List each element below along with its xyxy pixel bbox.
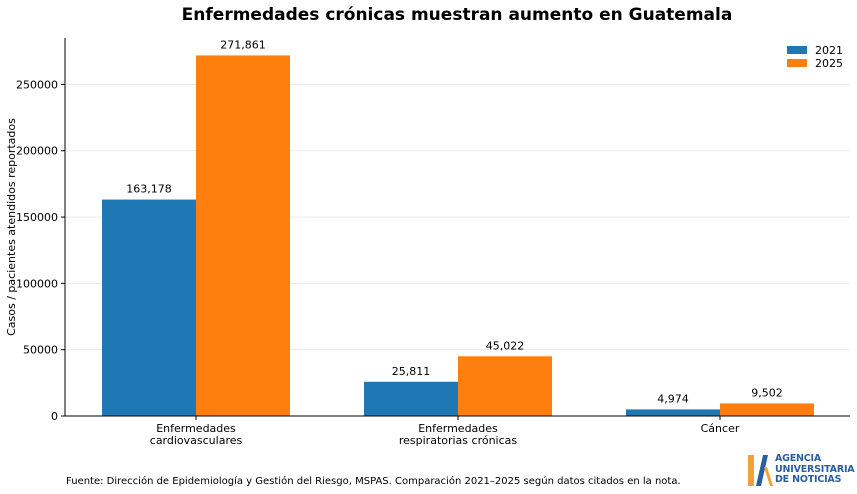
bars (102, 55, 814, 417)
y-tick-label: 200000 (16, 145, 58, 158)
data-label: 163,178 (126, 183, 172, 196)
bar-2025 (720, 403, 814, 416)
legend-label-2021: 2021 (815, 44, 843, 57)
legend-swatch-2025 (787, 59, 807, 67)
bar-2021 (364, 381, 458, 416)
x-ticks: EnfermedadescardiovascularesEnfermedades… (150, 416, 740, 447)
y-tick-label: 150000 (16, 211, 58, 224)
logo-mark-icon (748, 455, 773, 486)
bar-2025 (458, 356, 552, 416)
source-note: Fuente: Dirección de Epidemiología y Ges… (66, 476, 681, 487)
data-label: 9,502 (751, 386, 783, 399)
y-tick-label: 250000 (16, 78, 58, 91)
y-axis-label: Casos / pacientes atendidos reportados (5, 118, 18, 336)
bar-2021 (626, 409, 720, 416)
logo-wordmark: AGENCIA UNIVERSITARIA DE NOTICIAS (775, 453, 855, 485)
data-label: 45,022 (486, 339, 525, 352)
agency-logo: AGENCIA UNIVERSITARIA DE NOTICIAS (746, 453, 855, 489)
x-tick-label: Enfermedades (156, 422, 236, 435)
data-label: 4,974 (657, 392, 689, 405)
y-tick-label: 0 (51, 410, 58, 423)
x-tick-label: Cáncer (701, 422, 740, 435)
chart-title: Enfermedades crónicas muestran aumento e… (182, 5, 733, 25)
data-label: 25,811 (392, 365, 431, 378)
legend-label-2025: 2025 (815, 57, 843, 70)
y-tick-label: 50000 (23, 344, 58, 357)
bar-2021 (102, 199, 196, 416)
bar-2025 (196, 55, 290, 417)
x-tick-label: cardiovasculares (150, 434, 243, 447)
data-label: 271,861 (220, 38, 266, 51)
data-labels: 163,178 25,811 4,974 271,861 45,022 9,502 (126, 38, 783, 405)
legend-swatch-2021 (787, 46, 807, 54)
y-tick-label: 100000 (16, 277, 58, 290)
x-tick-label: respiratorias crónicas (399, 434, 518, 447)
x-tick-label: Enfermedades (418, 422, 498, 435)
y-ticks: 0 50000 100000 150000 200000 250000 (16, 78, 65, 423)
